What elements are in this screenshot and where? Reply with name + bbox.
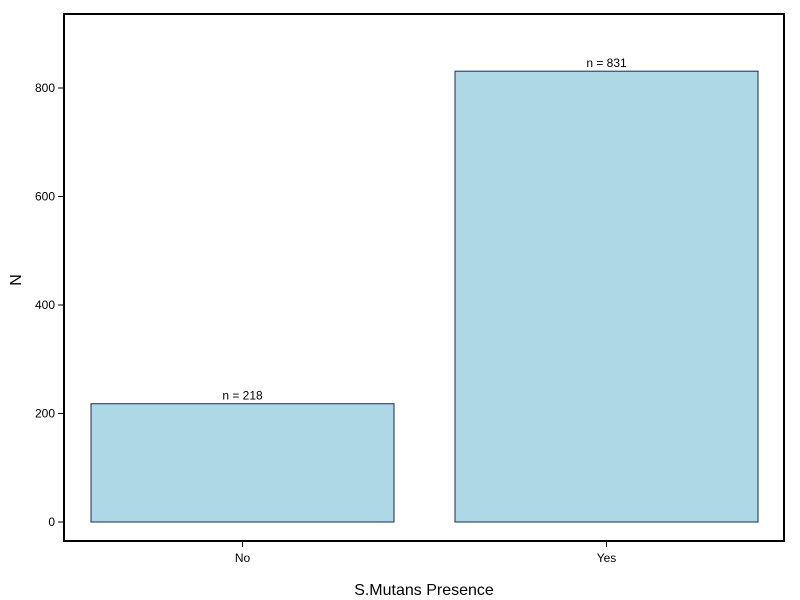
y-axis: 0 200 400 600 800 bbox=[35, 81, 64, 529]
bar-yes bbox=[454, 70, 759, 523]
x-tick-label: No bbox=[235, 551, 251, 565]
y-tick-label: 400 bbox=[35, 298, 55, 312]
y-tick-label: 0 bbox=[48, 515, 55, 529]
bar-no bbox=[90, 403, 395, 523]
bars: n = 218 n = 831 bbox=[90, 56, 759, 523]
x-axis: No Yes bbox=[235, 541, 616, 565]
y-tick-label: 600 bbox=[35, 190, 55, 204]
y-axis-title: N bbox=[8, 274, 25, 286]
bar-data-label: n = 831 bbox=[586, 56, 627, 70]
x-axis-title: S.Mutans Presence bbox=[354, 582, 494, 599]
y-tick-label: 800 bbox=[35, 81, 55, 95]
bar-data-label: n = 218 bbox=[222, 389, 263, 403]
y-tick-label: 200 bbox=[35, 407, 55, 421]
x-tick-label: Yes bbox=[597, 551, 617, 565]
